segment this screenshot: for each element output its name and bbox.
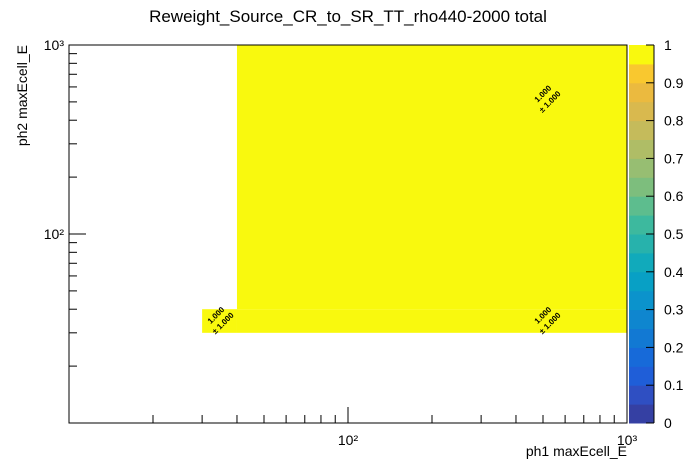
y-tick-label: 10²	[44, 226, 65, 242]
z-tick-label: 0.6	[664, 188, 684, 204]
palette-band	[629, 215, 654, 235]
palette-band	[629, 252, 654, 273]
z-tick-label: 0.3	[664, 302, 684, 318]
palette-band	[629, 347, 654, 367]
z-tick-label: 0.2	[664, 339, 684, 355]
palette-band	[629, 404, 654, 424]
palette-band	[629, 63, 654, 84]
cell	[202, 309, 237, 333]
cell	[236, 309, 627, 333]
palette-band	[629, 139, 654, 159]
z-tick-label: 0.8	[664, 113, 684, 129]
palette-band	[629, 82, 654, 103]
z-tick-label: 0.9	[664, 75, 684, 91]
y-tick-label: 10³	[44, 37, 65, 53]
z-tick-label: 0.1	[664, 377, 684, 393]
palette-band	[629, 158, 654, 178]
palette-band	[629, 45, 654, 65]
y-axis-label: ph2 maxEcell_E	[14, 45, 30, 146]
z-tick-label: 0.5	[664, 226, 684, 242]
palette-band	[629, 290, 654, 311]
x-tick-label: 10³	[617, 432, 638, 448]
cell	[236, 45, 627, 310]
palette-band	[629, 328, 654, 348]
palette-band	[629, 309, 654, 329]
z-tick-label: 0	[664, 415, 672, 431]
x-axis-label: ph1 maxEcell_E	[526, 443, 627, 459]
palette-band	[629, 385, 654, 405]
z-tick-label: 0.4	[664, 264, 684, 280]
palette-band	[629, 101, 654, 122]
chart-title: Reweight_Source_CR_to_SR_TT_rho440-2000 …	[149, 7, 547, 26]
z-tick-label: 0.7	[664, 150, 684, 166]
palette-band	[629, 271, 654, 292]
x-tick-label: 10²	[338, 432, 359, 448]
palette-band	[629, 196, 654, 216]
z-tick-label: 1	[664, 37, 672, 53]
palette-band	[629, 234, 654, 254]
palette-band	[629, 366, 654, 386]
palette-band	[629, 177, 654, 197]
palette-band	[629, 120, 654, 140]
